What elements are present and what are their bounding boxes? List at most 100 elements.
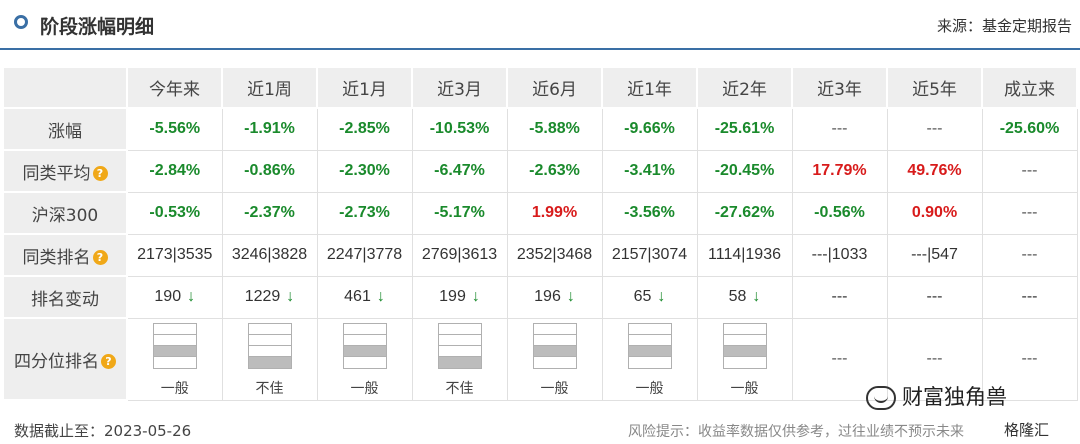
help-icon[interactable]: ?: [101, 354, 116, 369]
table-cell: -2.30%: [316, 149, 413, 193]
table-cell: 199 ↓: [411, 275, 508, 319]
row-header: 沪深300: [2, 191, 128, 235]
quartile-label: 一般: [540, 380, 569, 397]
quartile-label: 一般: [350, 380, 379, 397]
table-cell: -3.56%: [601, 191, 698, 235]
down-arrow-icon: ↓: [376, 288, 385, 305]
quartile-indicator: [437, 322, 482, 369]
row-header-label: 四分位排名: [14, 351, 99, 372]
row-header-label: 同类排名: [22, 247, 91, 268]
table-cell: -1.91%: [221, 107, 318, 151]
table-cell: 一般: [316, 317, 413, 401]
table-cell: ---: [981, 191, 1078, 235]
table-cell: -3.41%: [601, 149, 698, 193]
table-cell: -10.53%: [411, 107, 508, 151]
table-cell: 0.90%: [886, 191, 983, 235]
cell-value: 2173|3535: [137, 246, 213, 263]
quartile-label: 一般: [635, 380, 664, 397]
cell-value: ---|547: [911, 246, 958, 263]
cell-value: -25.61%: [714, 120, 775, 138]
table-cell: -5.17%: [411, 191, 508, 235]
cell-value: ---: [926, 120, 943, 138]
cell-value: -5.88%: [529, 120, 580, 138]
row-header: 同类排名?: [2, 233, 128, 277]
row-header: 排名变动: [2, 275, 128, 319]
table-cell: 17.79%: [791, 149, 888, 193]
row-header-label: 涨幅: [48, 121, 82, 142]
cell-value: ---: [926, 350, 943, 367]
row-header: 四分位排名?: [2, 317, 128, 401]
col-header: 近3年: [791, 66, 888, 109]
cell-value: -2.85%: [339, 120, 390, 138]
table-cell: 190 ↓: [126, 275, 223, 319]
cell-value: ---: [1021, 350, 1038, 367]
row-header: 涨幅: [2, 107, 128, 151]
cell-value: -10.53%: [429, 120, 490, 138]
quartile-label: 一般: [160, 380, 189, 397]
cell-value: -5.56%: [149, 120, 201, 138]
table-cell: 一般: [696, 317, 793, 401]
watermark: 财富独角兽: [866, 381, 1007, 411]
table-cell: -2.73%: [316, 191, 413, 235]
cell-value: 2352|3468: [516, 246, 593, 263]
table-cell: -27.62%: [696, 191, 793, 235]
down-arrow-icon: ↓: [471, 288, 480, 305]
cell-value: 190: [154, 288, 182, 305]
quartile-indicator: [532, 322, 577, 369]
table-cell: 2157|3074: [601, 233, 698, 277]
table-cell: ---: [886, 275, 983, 319]
table-cell: ---: [886, 107, 983, 151]
down-arrow-icon: ↓: [752, 288, 761, 305]
cell-value: 17.79%: [812, 162, 867, 179]
table-cell: ---: [981, 149, 1078, 193]
quartile-indicator: [342, 322, 387, 369]
row-peer-avg: 同类平均? -2.84% -0.86% -2.30% -6.47% -2.63% -3.41…: [2, 149, 1078, 193]
brand-watermark: 格隆汇: [1004, 419, 1050, 440]
cell-value: ---: [926, 288, 943, 305]
wechat-logo-icon: [866, 386, 896, 410]
cell-value: ---|1033: [811, 246, 868, 263]
corner-cell: [2, 66, 128, 109]
table-cell: -2.85%: [316, 107, 413, 151]
table-cell: 2352|3468: [506, 233, 603, 277]
cell-value: 1.99%: [531, 204, 578, 221]
table-cell: 461 ↓: [316, 275, 413, 319]
cell-value: 1114|1936: [708, 246, 781, 263]
cell-value: -2.37%: [244, 204, 295, 221]
quartile-indicator: [152, 322, 197, 369]
cell-value: 0.90%: [911, 204, 958, 221]
table-cell: -2.63%: [506, 149, 603, 193]
cell-value: -9.66%: [624, 120, 675, 138]
table-cell: 49.76%: [886, 149, 983, 193]
cell-value: -1.91%: [244, 120, 295, 138]
table-cell: 65 ↓: [601, 275, 698, 319]
help-icon[interactable]: ?: [92, 166, 108, 181]
col-header: 近3月: [411, 66, 508, 109]
table-cell: 196 ↓: [506, 275, 603, 319]
down-arrow-icon: ↓: [566, 288, 575, 305]
col-header: 近5年: [886, 66, 983, 109]
cell-value: -20.45%: [714, 162, 775, 179]
cell-value: 2769|3613: [421, 246, 498, 263]
table-cell: ---: [886, 317, 983, 401]
table-cell: -5.88%: [506, 107, 603, 151]
table-cell: -6.47%: [411, 149, 508, 193]
table-cell: 1.99%: [506, 191, 603, 235]
cell-value: -0.56%: [814, 204, 865, 221]
col-header: 今年来: [126, 66, 223, 109]
table-cell: -9.66%: [601, 107, 698, 151]
row-header-label: 沪深300: [31, 205, 99, 226]
quartile-indicator: [627, 322, 672, 369]
row-rank-change: 排名变动 190 ↓ 1229 ↓ 461 ↓ 199 ↓ 196 ↓ 65 ↓ 58 ↓ --- --- ---: [2, 275, 1078, 319]
cell-value: -2.63%: [529, 162, 580, 179]
table-cell: 1114|1936: [696, 233, 793, 277]
row-peer-rank: 同类排名? 2173|3535 3246|3828 2247|3778 2769|361…: [2, 233, 1078, 277]
table-cell: -0.53%: [126, 191, 223, 235]
section-bullet-icon: [14, 15, 28, 29]
cell-value: 58: [728, 288, 747, 305]
help-icon[interactable]: ?: [92, 250, 108, 265]
down-arrow-icon: ↓: [286, 288, 295, 305]
cell-value: 199: [439, 288, 466, 305]
down-arrow-icon: ↓: [657, 288, 666, 305]
col-header: 近2年: [696, 66, 793, 109]
